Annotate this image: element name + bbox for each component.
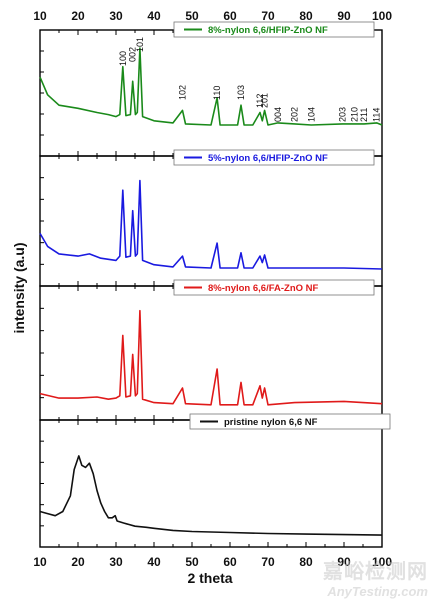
peak-label-004: 004 [273,107,283,122]
panel-4: pristine nylon 6,6 NF [39,413,391,548]
bottom-tick-label-40: 40 [147,555,161,569]
top-tick-label-90: 90 [337,9,351,23]
panel-3: 8%-nylon 6,6/FA-ZnO NF [39,279,383,421]
y-axis-title: intensity (a.u) [11,242,27,333]
bottom-tick-label-90: 90 [337,555,351,569]
peak-label-201: 201 [260,93,270,108]
peak-label-114: 114 [372,108,382,122]
panel-2: 5%-nylon 6,6/HFIP-ZnO NF [39,149,383,287]
top-axis-tick-labels: 10 20 30 40 50 60 70 80 90 100 [33,9,392,23]
peak-label-002: 002 [128,47,138,62]
legend-label: pristine nylon 6,6 NF [224,417,318,428]
peak-label-104: 104 [306,107,316,122]
top-tick-label-70: 70 [261,9,275,23]
watermark: 嘉峪检测网 AnyTesting.com [323,555,428,599]
panel-frame [39,419,383,548]
legend-box [173,21,375,38]
peak-label-203: 203 [338,107,348,122]
legend-label: 8%-nylon 6,6/FA-ZnO NF [208,283,319,294]
top-tick-label-40: 40 [147,9,161,23]
legend-box [173,279,375,296]
panel-frame [39,285,383,421]
peak-label-112: 112 [255,94,265,108]
bottom-tick-label-20: 20 [71,555,85,569]
bottom-tick-label-10: 10 [33,555,47,569]
legend-label: 5%-nylon 6,6/HFIP-ZnO NF [208,153,328,164]
bottom-tick-label-100: 100 [372,555,392,569]
bottom-tick-label-60: 60 [223,555,237,569]
peak-label-102: 102 [178,85,188,100]
panel-frame [39,29,383,157]
bottom-tick-label-30: 30 [109,555,123,569]
peak-label-210: 210 [350,107,360,122]
peak-label-110: 110 [212,86,222,100]
bottom-tick-label-80: 80 [299,555,313,569]
bottom-tick-label-70: 70 [261,555,275,569]
watermark-chinese: 嘉峪检测网 [323,559,428,583]
watermark-english: AnyTesting.com [327,584,428,599]
peak-label-103: 103 [236,85,246,100]
top-tick-label-60: 60 [223,9,237,23]
series-line-4 [39,455,383,536]
legend-box [173,149,375,166]
series-line-2 [39,179,383,270]
top-tick-label-100: 100 [372,9,392,23]
top-tick-label-80: 80 [299,9,313,23]
bottom-axis-tick-labels: 10 20 30 40 50 60 70 80 90 100 [33,555,392,569]
peak-label-202: 202 [290,107,300,122]
top-tick-label-30: 30 [109,9,123,23]
top-tick-label-10: 10 [33,9,47,23]
peak-label-100: 100 [118,51,128,66]
x-axis-title: 2 theta [187,570,232,586]
peak-label-101: 101 [135,37,145,52]
legend-label: 8%-nylon 6,6/HFIP-ZnO NF [208,25,328,36]
top-tick-label-50: 50 [185,9,199,23]
series-line-3 [39,309,383,406]
bottom-tick-label-50: 50 [185,555,199,569]
top-tick-label-20: 20 [71,9,85,23]
legend-box [189,413,391,430]
series-line-1 [39,47,383,126]
peak-label-211: 211 [359,108,369,122]
